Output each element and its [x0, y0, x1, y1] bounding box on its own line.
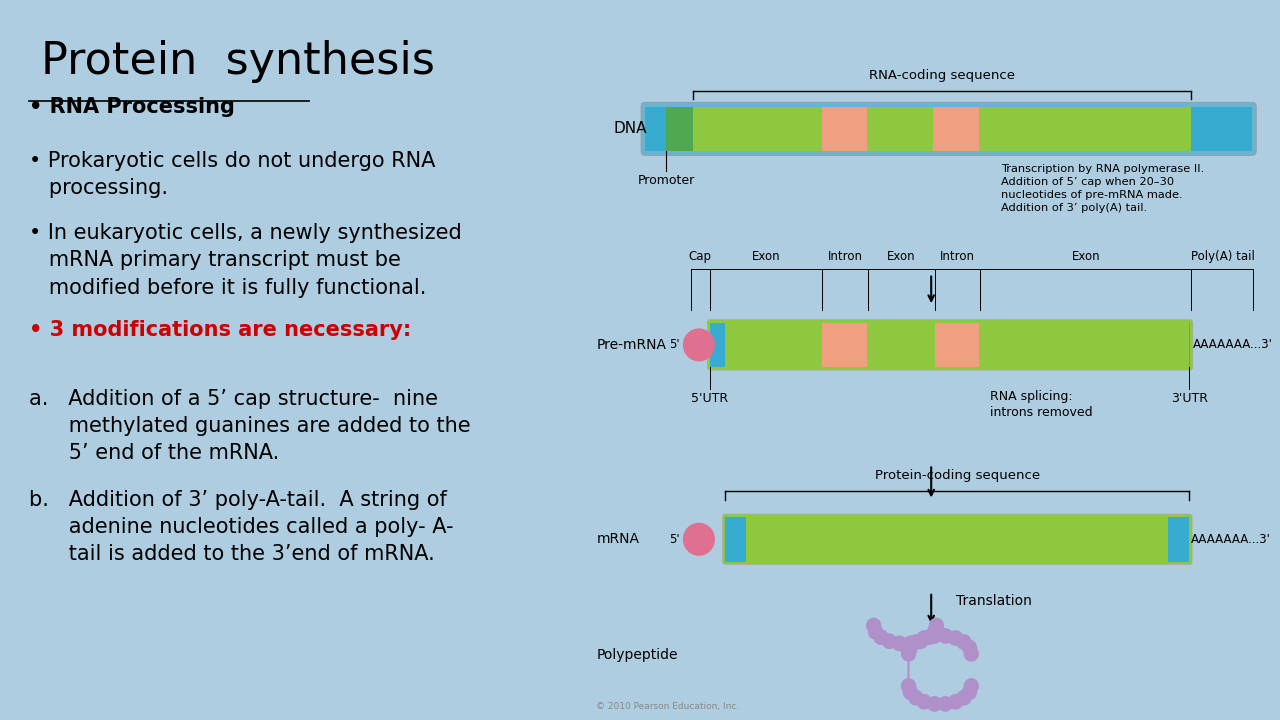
Text: DNA: DNA	[614, 122, 648, 136]
Circle shape	[948, 631, 963, 645]
Text: 5'UTR: 5'UTR	[691, 392, 728, 405]
Text: RNA splicing:
introns removed: RNA splicing: introns removed	[991, 390, 1093, 419]
Text: Protein  synthesis: Protein synthesis	[41, 40, 435, 83]
Circle shape	[964, 679, 978, 693]
Bar	[710, 323, 726, 367]
Text: RNA-coding sequence: RNA-coding sequence	[869, 69, 1015, 82]
FancyBboxPatch shape	[708, 320, 1193, 370]
Circle shape	[938, 697, 952, 711]
Text: Exon: Exon	[887, 250, 916, 263]
Circle shape	[928, 629, 942, 643]
Bar	[726, 517, 746, 562]
Bar	[979, 323, 1189, 367]
Text: AAAAAAA...3': AAAAAAA...3'	[1192, 533, 1271, 546]
Circle shape	[904, 685, 918, 699]
Bar	[726, 323, 822, 367]
Circle shape	[684, 523, 714, 555]
Circle shape	[867, 618, 881, 633]
Circle shape	[948, 695, 963, 709]
FancyBboxPatch shape	[723, 514, 1192, 564]
Text: Promoter: Promoter	[637, 174, 695, 187]
Circle shape	[928, 624, 942, 639]
Circle shape	[901, 647, 915, 661]
Text: Intron: Intron	[828, 250, 863, 263]
Bar	[933, 107, 979, 151]
Circle shape	[904, 636, 918, 651]
Text: • Prokaryotic cells do not undergo RNA
   processing.: • Prokaryotic cells do not undergo RNA p…	[29, 151, 435, 199]
Bar	[822, 107, 867, 151]
Circle shape	[914, 634, 928, 649]
Circle shape	[929, 618, 943, 633]
Circle shape	[964, 647, 978, 661]
Circle shape	[869, 624, 882, 639]
Circle shape	[957, 690, 972, 705]
Text: Pre-mRNA: Pre-mRNA	[596, 338, 667, 352]
Text: AAAAAAA...3': AAAAAAA...3'	[1193, 338, 1272, 351]
Bar	[979, 107, 1192, 151]
Bar	[867, 107, 933, 151]
Circle shape	[909, 690, 923, 705]
Text: mRNA: mRNA	[596, 532, 639, 546]
Circle shape	[928, 697, 942, 711]
Text: b.   Addition of 3’ poly-A-tail.  A string of
      adenine nucleotides called a: b. Addition of 3’ poly-A-tail. A string …	[29, 490, 453, 564]
FancyBboxPatch shape	[641, 102, 1256, 156]
Circle shape	[922, 630, 936, 644]
Text: Protein-coding sequence: Protein-coding sequence	[874, 469, 1039, 482]
Bar	[645, 107, 666, 151]
Text: 5': 5'	[669, 533, 680, 546]
Text: 5': 5'	[669, 338, 680, 351]
Circle shape	[957, 635, 972, 649]
Text: Poly(A) tail: Poly(A) tail	[1190, 250, 1254, 263]
Text: Intron: Intron	[940, 250, 975, 263]
Circle shape	[963, 640, 977, 654]
Bar	[822, 323, 867, 367]
Text: Exon: Exon	[751, 250, 781, 263]
Text: Cap: Cap	[689, 250, 712, 263]
Bar	[666, 107, 692, 151]
Bar	[934, 323, 979, 367]
Bar	[867, 323, 934, 367]
Circle shape	[684, 329, 714, 361]
Circle shape	[901, 679, 915, 693]
Text: • 3 modifications are necessary:: • 3 modifications are necessary:	[29, 320, 411, 341]
Text: © 2010 Pearson Education, Inc.: © 2010 Pearson Education, Inc.	[596, 703, 740, 711]
Bar	[1192, 107, 1252, 151]
Text: a.   Addition of a 5’ cap structure-  nine
      methylated guanines are added t: a. Addition of a 5’ cap structure- nine …	[29, 389, 471, 463]
Text: Exon: Exon	[1071, 250, 1100, 263]
Text: Polypeptide: Polypeptide	[596, 648, 678, 662]
Circle shape	[918, 695, 932, 709]
Bar	[692, 107, 822, 151]
Text: • In eukaryotic cells, a newly synthesized
   mRNA primary transcript must be
  : • In eukaryotic cells, a newly synthesiz…	[29, 223, 462, 297]
Circle shape	[938, 629, 952, 643]
Circle shape	[909, 635, 923, 649]
Text: • RNA Processing: • RNA Processing	[29, 97, 236, 117]
Text: 3'UTR: 3'UTR	[1171, 392, 1208, 405]
Circle shape	[918, 631, 932, 645]
Text: Transcription by RNA polymerase II.
Addition of 5’ cap when 20–30
nucleotides of: Transcription by RNA polymerase II. Addi…	[1001, 164, 1204, 212]
Text: Translation: Translation	[956, 594, 1032, 608]
Circle shape	[904, 640, 918, 654]
Circle shape	[892, 636, 906, 651]
Bar	[1169, 517, 1189, 562]
Circle shape	[874, 630, 888, 644]
Circle shape	[882, 634, 896, 649]
Circle shape	[963, 685, 977, 699]
